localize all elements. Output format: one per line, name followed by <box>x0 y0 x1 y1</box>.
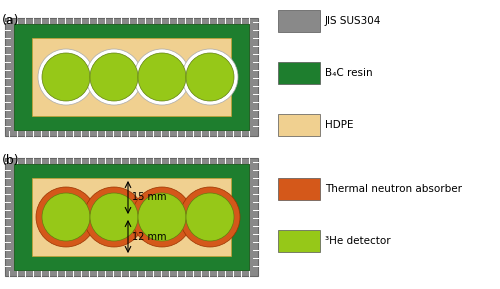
Ellipse shape <box>132 187 192 247</box>
Bar <box>32 38 231 116</box>
Ellipse shape <box>182 49 238 105</box>
Text: Thermal neutron absorber: Thermal neutron absorber <box>325 184 462 194</box>
Ellipse shape <box>84 187 144 247</box>
Bar <box>278 114 320 136</box>
Bar <box>32 178 231 256</box>
Text: 12 mm: 12 mm <box>132 231 166 242</box>
Text: JIS SUS304: JIS SUS304 <box>325 16 382 26</box>
Ellipse shape <box>180 187 240 247</box>
Bar <box>278 178 320 200</box>
Bar <box>5 158 258 276</box>
Ellipse shape <box>134 49 190 105</box>
Ellipse shape <box>138 53 186 101</box>
Bar <box>278 62 320 84</box>
Text: 15 mm: 15 mm <box>132 192 166 203</box>
Bar <box>14 164 249 270</box>
Ellipse shape <box>36 187 96 247</box>
Text: ³He detector: ³He detector <box>325 236 390 246</box>
Text: B₄C resin: B₄C resin <box>325 68 372 78</box>
Ellipse shape <box>86 49 142 105</box>
Ellipse shape <box>90 53 138 101</box>
Bar <box>278 230 320 252</box>
Bar <box>278 10 320 32</box>
Ellipse shape <box>186 53 234 101</box>
Ellipse shape <box>38 49 94 105</box>
Ellipse shape <box>138 193 186 241</box>
Bar <box>5 18 258 136</box>
Ellipse shape <box>42 193 90 241</box>
Ellipse shape <box>42 53 90 101</box>
Ellipse shape <box>90 193 138 241</box>
Ellipse shape <box>186 193 234 241</box>
Text: (a): (a) <box>2 14 20 27</box>
Bar <box>14 24 249 130</box>
Text: HDPE: HDPE <box>325 120 354 130</box>
Text: (b): (b) <box>2 154 20 167</box>
